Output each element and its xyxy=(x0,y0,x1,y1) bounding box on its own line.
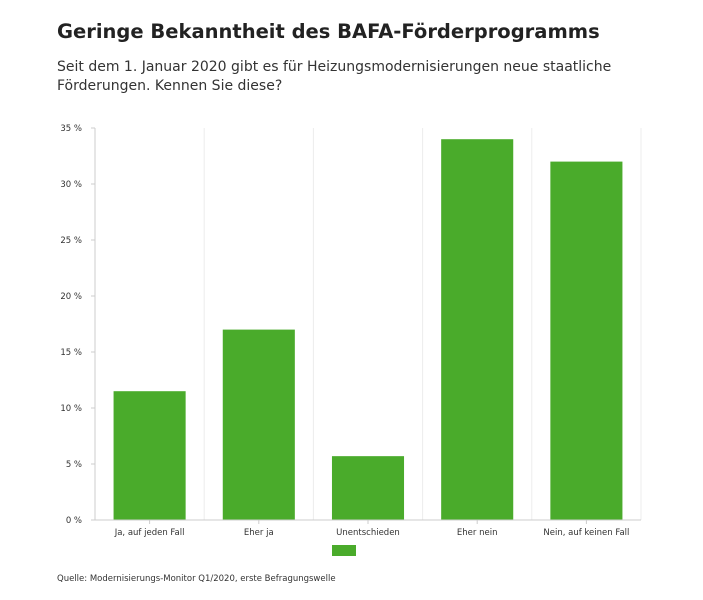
bar xyxy=(331,456,405,520)
chart-subtitle: Seit dem 1. Januar 2020 gibt es für Heiz… xyxy=(57,59,612,94)
bar xyxy=(222,329,295,520)
bar xyxy=(441,139,514,520)
y-tick-label: 20 % xyxy=(60,292,82,302)
x-tick-label: Nein, auf keinen Fall xyxy=(543,528,629,538)
x-tick-label: Ja, auf jeden Fall xyxy=(114,528,185,538)
x-tick-label: Unentschieden xyxy=(336,528,400,538)
x-tick-label: Eher nein xyxy=(457,528,498,538)
source-note: Quelle: Modernisierungs-Monitor Q1/2020,… xyxy=(57,574,336,584)
bar xyxy=(113,391,186,520)
chart-title: Geringe Bekanntheit des BAFA-Förderprogr… xyxy=(57,20,600,43)
y-tick-label: 30 % xyxy=(60,180,82,190)
y-tick-label: 15 % xyxy=(60,348,82,358)
y-tick-label: 35 % xyxy=(60,124,82,134)
y-tick-label: 10 % xyxy=(60,404,82,414)
bar xyxy=(550,161,623,520)
y-tick-label: 5 % xyxy=(66,460,82,470)
y-tick-label: 25 % xyxy=(60,236,82,246)
x-tick-label: Eher ja xyxy=(244,528,274,538)
legend-swatch xyxy=(332,545,356,556)
y-tick-label: 0 % xyxy=(66,516,82,526)
